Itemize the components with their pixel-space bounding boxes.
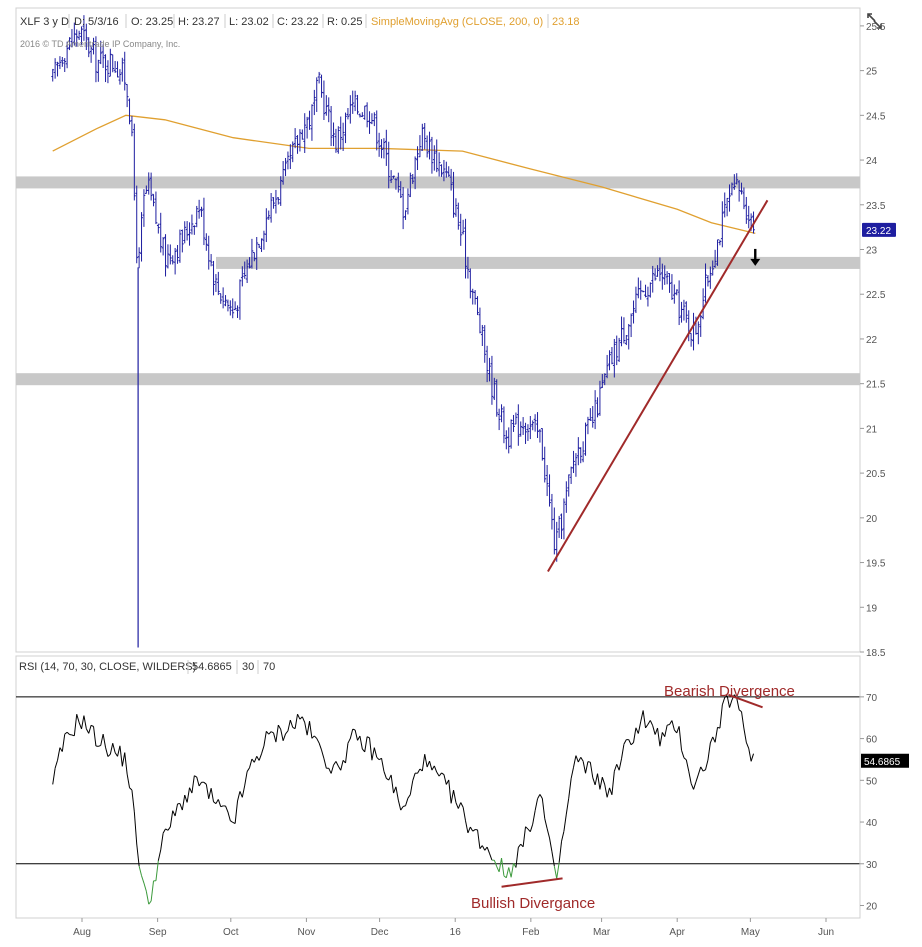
price-y-tick-label: 23.5 [866, 201, 886, 212]
price-y-tick-label: 22 [866, 335, 878, 346]
price-y-axis: 25.52524.52423.52322.52221.52120.52019.5… [860, 22, 886, 659]
copyright-text: 2016 © TD Ameritrade IP Company, Inc. [20, 39, 180, 49]
x-axis-tick-label: Dec [371, 927, 389, 938]
rsi-last-value-label: 54.6865 [864, 757, 901, 768]
price-y-tick-label: 21 [866, 424, 878, 435]
x-axis-tick-label: Oct [223, 927, 239, 938]
rsi-y-tick-label: 70 [866, 693, 878, 704]
rsi-high-level-label: 70 [263, 661, 275, 673]
study-label[interactable]: SimpleMovingAvg (CLOSE, 200, 0) [371, 16, 543, 28]
price-y-tick-label: 24 [866, 156, 878, 167]
open-label: O: 23.25 [131, 16, 173, 28]
last-price-tag-label: 23.22 [866, 226, 891, 237]
high-label: H: 23.27 [178, 16, 220, 28]
price-y-tick-label: 19.5 [866, 559, 886, 570]
range-label: R: 0.25 [327, 16, 362, 28]
price-panel-frame [16, 8, 860, 652]
price-y-tick-label: 24.5 [866, 111, 886, 122]
rsi-value-label: 54.6865 [192, 661, 232, 673]
last-price-tag: 23.22 [862, 223, 896, 237]
low-label: L: 23.02 [229, 16, 269, 28]
rsi-low-level-label: 30 [242, 661, 254, 673]
price-y-tick-label: 18.5 [866, 648, 886, 659]
x-axis-tick-label: May [741, 927, 760, 938]
rsi-study-label[interactable]: RSI (14, 70, 30, CLOSE, WILDERS) [19, 661, 196, 673]
x-axis-tick-label: Feb [522, 927, 540, 938]
bullish-divergence-label: Bullish Divergance [471, 895, 595, 912]
study-value: 23.18 [552, 16, 580, 28]
horizontal-band [16, 373, 860, 385]
x-axis-tick-label: Sep [149, 927, 167, 938]
x-axis-tick-label: 16 [450, 927, 462, 938]
rsi-header: RSI (14, 70, 30, CLOSE, WILDERS) 54.6865… [19, 660, 275, 674]
rsi-line-segment [70, 734, 72, 735]
x-axis-tick-label: Aug [73, 927, 91, 938]
rsi-line-segment [403, 806, 405, 807]
date-label: D: 5/3/16 [74, 16, 119, 28]
price-y-tick-label: 21.5 [866, 380, 886, 391]
price-y-tick-label: 19 [866, 603, 878, 614]
x-axis-tick-label: Apr [669, 927, 685, 938]
x-axis-tick-label: Mar [593, 927, 611, 938]
horizontal-band [16, 176, 860, 188]
close-label: C: 23.22 [277, 16, 319, 28]
price-y-tick-label: 22.5 [866, 290, 886, 301]
price-y-tick-label: 20.5 [866, 469, 886, 480]
rsi-y-tick-label: 20 [866, 901, 878, 912]
x-axis-tick-label: Jun [818, 927, 834, 938]
horizontal-band [216, 257, 860, 269]
rsi-line-segment [588, 762, 590, 763]
rsi-y-tick-label: 60 [866, 735, 878, 746]
time-x-axis: Aug Sep Oct Nov Dec 16 Feb Mar Apr May Jun [73, 918, 834, 938]
price-y-tick-label: 20 [866, 514, 878, 525]
rsi-last-value-tag: 54.6865 [861, 754, 909, 768]
rsi-y-tick-label: 50 [866, 776, 878, 787]
price-y-tick-label: 23 [866, 246, 878, 257]
rsi-line-segment [667, 725, 669, 726]
symbol-label: XLF 3 y D [20, 16, 69, 28]
price-y-tick-label: 25 [866, 67, 878, 78]
x-axis-tick-label: Nov [298, 927, 316, 938]
rsi-y-tick-label: 40 [866, 818, 878, 829]
bearish-divergence-label: Bearish Divergence [664, 683, 795, 700]
rsi-y-axis: 70 60 50 40 30 20 54.6865 [860, 693, 909, 913]
rsi-y-tick-label: 30 [866, 860, 878, 871]
